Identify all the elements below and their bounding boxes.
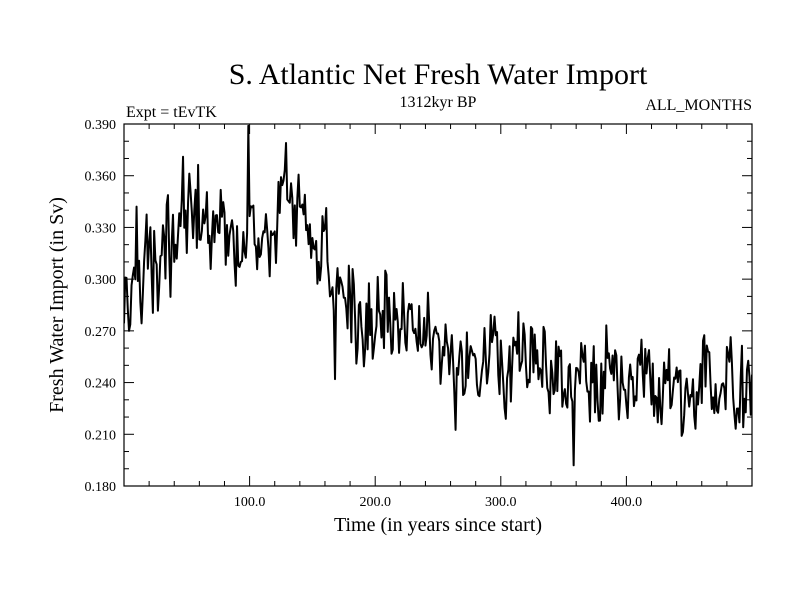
x-tick-label: 300.0 xyxy=(485,495,517,510)
chart-title: S. Atlantic Net Fresh Water Import xyxy=(229,58,648,91)
y-tick-label: 0.360 xyxy=(85,170,117,185)
y-tick-label: 0.300 xyxy=(85,273,117,288)
chart-subtitle-right: ALL_MONTHS xyxy=(645,97,752,114)
y-axis-label: Fresh Water Import (in Sv) xyxy=(46,197,68,413)
series-line xyxy=(124,124,752,467)
x-tick-label: 400.0 xyxy=(611,495,643,510)
y-tick-label: 0.270 xyxy=(85,325,117,340)
y-tick-label: 0.210 xyxy=(85,428,117,443)
x-tick-label: 200.0 xyxy=(359,495,391,510)
x-tick-label: 100.0 xyxy=(234,495,266,510)
y-tick-label: 0.330 xyxy=(85,221,117,236)
y-tick-label: 0.180 xyxy=(85,480,117,495)
y-tick-label: 0.240 xyxy=(85,377,117,392)
axes: 100.0 200.0 300.0 400.0 0.180 0.210 0.240 0.270… xyxy=(85,118,753,510)
plot-frame xyxy=(123,123,753,487)
x-axis-label: Time (in years since start) xyxy=(334,514,542,536)
y-tick-label: 0.390 xyxy=(85,118,117,133)
chart-subtitle-left: Expt = tEvTK xyxy=(126,104,217,121)
chart-subtitle-center: 1312kyr BP xyxy=(400,94,477,111)
plot-area xyxy=(124,124,752,467)
